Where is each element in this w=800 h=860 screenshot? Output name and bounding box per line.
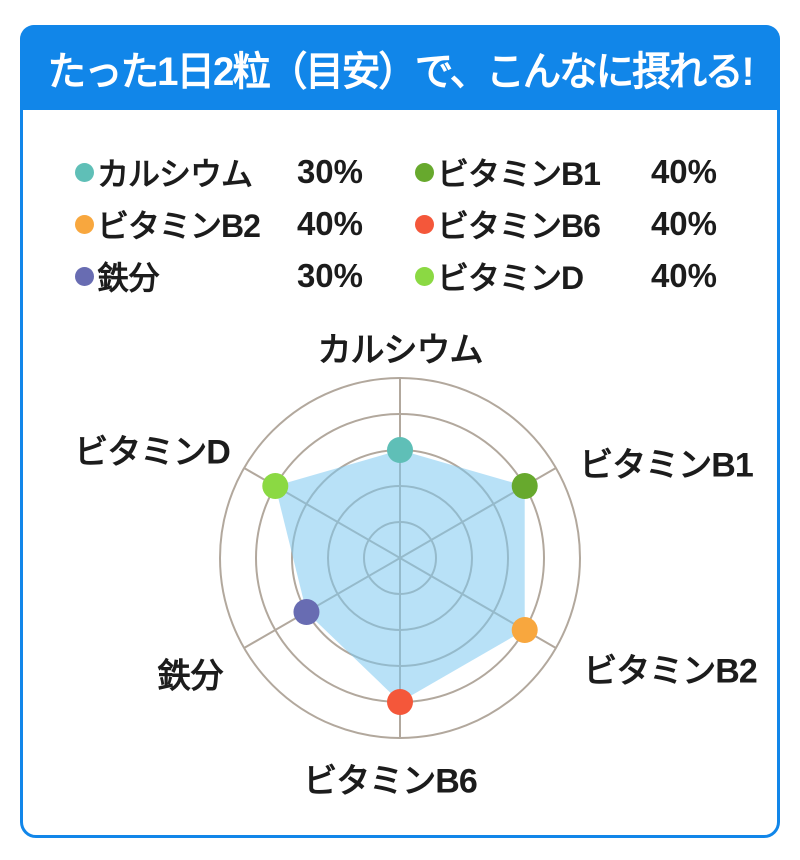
legend-label: 鉄分 — [97, 260, 160, 296]
legend-label: ビタミンB6 — [437, 208, 601, 244]
legend-value: 30% — [296, 257, 363, 294]
legend-color-dot-icon — [415, 266, 434, 286]
radar-axis-label: ビタミンB1 — [579, 446, 753, 485]
legend-value: 40% — [650, 153, 717, 190]
legend-color-dot-icon — [75, 162, 94, 182]
legend-label: カルシウム — [97, 156, 253, 192]
header-title: たった1日2粒（目安）で、こんなに摂れる! — [47, 49, 755, 94]
legend-color-dot-icon — [415, 214, 434, 234]
radar-data-point-dot — [511, 473, 538, 499]
legend-label: ビタミンB1 — [437, 156, 601, 192]
header-banner: たった1日2粒（目安）で、こんなに摂れる! — [20, 25, 780, 110]
legend-label: ビタミンB2 — [97, 208, 261, 244]
radar-data-polygon — [275, 450, 525, 702]
legend-value: 40% — [650, 205, 717, 242]
legend-color-dot-icon — [75, 214, 94, 234]
radar-axis-label: 鉄分 — [157, 657, 224, 696]
radar-data-point-dot — [387, 437, 413, 463]
legend-value: 40% — [650, 257, 717, 294]
radar-data-point-dot — [293, 599, 320, 625]
legend-value: 40% — [296, 205, 363, 242]
radar-axis-label: ビタミンB2 — [583, 652, 757, 691]
radar-data-point-dot — [387, 689, 413, 715]
legend-item: ビタミンB6 40% — [415, 198, 717, 250]
legend-color-dot-icon — [415, 162, 434, 182]
radar-data-point-dot — [511, 617, 538, 643]
legend-label: ビタミンD — [437, 260, 584, 296]
legend-item: ビタミンB1 40% — [415, 146, 717, 198]
radar-chart — [219, 377, 581, 739]
legend-column-left: カルシウム 30% ビタミンB2 40% 鉄分 30% — [75, 146, 363, 302]
legend-color-dot-icon — [75, 266, 94, 286]
legend-item: ビタミンD 40% — [415, 250, 717, 302]
radar-data-point-dot — [262, 473, 289, 499]
legend-column-right: ビタミンB1 40% ビタミンB6 40% ビタミンD 40% — [415, 146, 717, 302]
legend-item: 鉄分 30% — [75, 250, 363, 302]
radar-axis-label: カルシウム — [317, 331, 484, 370]
radar-axis-label: ビタミンD — [74, 433, 231, 472]
legend-item: カルシウム 30% — [75, 146, 363, 198]
legend-value: 30% — [296, 153, 363, 190]
radar-axis-label: ビタミンB6 — [303, 762, 477, 801]
legend-item: ビタミンB2 40% — [75, 198, 363, 250]
